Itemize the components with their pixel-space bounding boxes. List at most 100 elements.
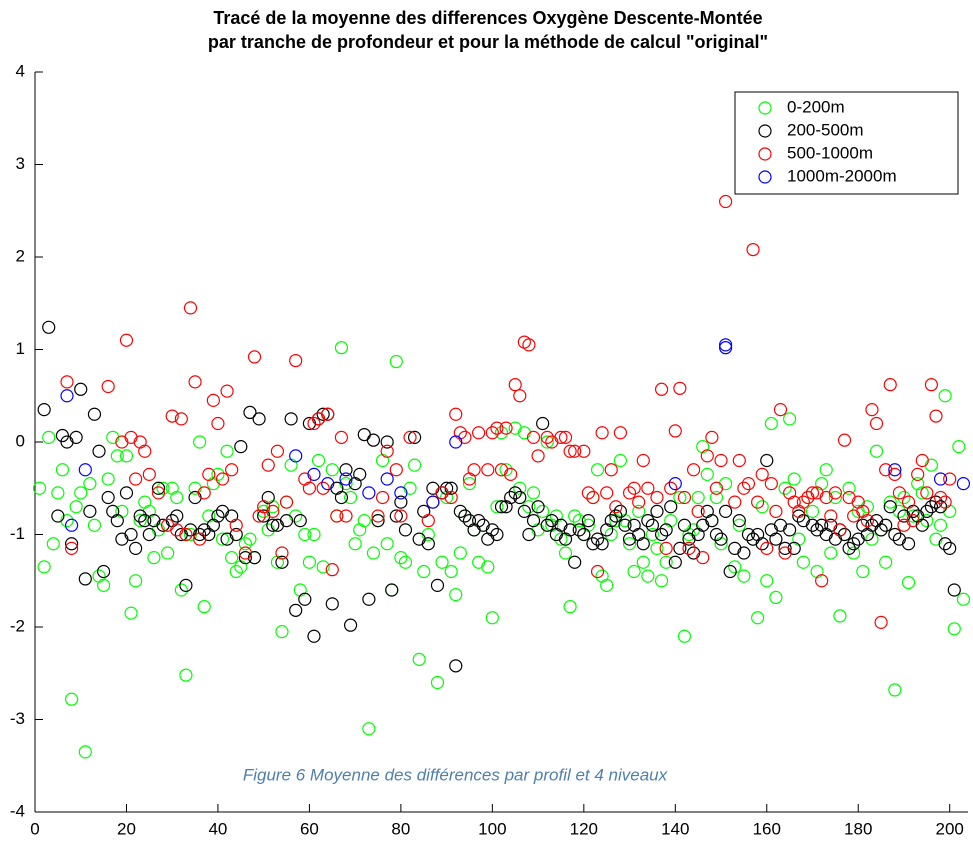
point — [586, 490, 600, 505]
point — [298, 527, 312, 542]
point — [627, 518, 641, 532]
caption: Figure 6 Moyenne des différences par pro… — [243, 765, 668, 784]
point — [472, 555, 486, 569]
legend-label: 0-200m — [787, 97, 845, 116]
point — [892, 486, 906, 500]
y-tick-label: 0 — [16, 431, 25, 450]
point — [490, 421, 504, 435]
point — [142, 527, 156, 542]
point — [78, 745, 92, 759]
point — [737, 546, 751, 560]
point — [947, 583, 961, 597]
point — [289, 354, 303, 368]
point — [558, 430, 573, 444]
point — [888, 527, 902, 542]
point — [380, 472, 394, 486]
point — [869, 416, 884, 431]
point — [343, 618, 358, 632]
point — [860, 514, 874, 528]
point — [659, 541, 673, 555]
point — [513, 481, 527, 495]
point — [805, 518, 820, 532]
point — [316, 407, 330, 421]
point — [421, 537, 435, 551]
point — [815, 477, 829, 491]
y-tick-label: -4 — [10, 801, 25, 820]
point — [686, 463, 701, 477]
point — [632, 495, 646, 509]
point — [737, 569, 751, 583]
point — [677, 490, 692, 505]
point — [485, 426, 499, 440]
point — [353, 467, 367, 481]
point — [55, 428, 70, 443]
point — [563, 444, 577, 458]
point — [481, 463, 495, 477]
point — [403, 430, 417, 444]
point — [490, 500, 504, 514]
point — [828, 532, 842, 546]
point — [380, 537, 394, 551]
point — [37, 560, 51, 574]
point — [938, 495, 952, 509]
point — [490, 527, 504, 542]
point — [595, 537, 609, 551]
point — [193, 532, 207, 546]
point — [101, 472, 115, 486]
legend-label: 500-1000m — [787, 143, 873, 162]
point — [517, 504, 531, 518]
point — [115, 532, 129, 546]
point — [783, 412, 797, 426]
point — [819, 463, 833, 477]
point — [522, 500, 536, 514]
point — [700, 449, 714, 463]
point — [165, 409, 179, 423]
point — [307, 527, 321, 542]
point — [229, 518, 243, 532]
point — [87, 518, 102, 532]
point — [627, 481, 641, 495]
point — [618, 518, 632, 532]
point — [673, 541, 687, 555]
point — [243, 405, 257, 419]
point — [600, 578, 614, 592]
point — [613, 426, 628, 440]
x-tick-label: 120 — [570, 819, 598, 838]
point — [668, 555, 682, 569]
point — [837, 527, 852, 542]
point — [32, 481, 47, 495]
point — [174, 412, 188, 426]
point — [869, 444, 884, 458]
point — [225, 463, 239, 477]
point — [380, 435, 394, 449]
point — [37, 403, 51, 417]
point — [636, 537, 650, 551]
point — [677, 518, 692, 532]
point — [284, 412, 298, 426]
point — [760, 541, 774, 555]
point — [947, 622, 961, 636]
point — [115, 435, 129, 449]
point — [499, 421, 513, 435]
point — [138, 514, 152, 528]
point — [252, 412, 266, 426]
point — [307, 416, 321, 431]
x-tick-label: 60 — [300, 819, 319, 838]
point — [769, 590, 783, 605]
point — [929, 409, 943, 423]
y-tick-label: 3 — [16, 154, 25, 173]
point — [558, 546, 573, 560]
point — [247, 551, 262, 565]
point — [46, 537, 60, 551]
point — [865, 532, 879, 546]
point — [279, 495, 294, 509]
legend-box — [734, 91, 959, 195]
point — [874, 615, 888, 629]
point — [110, 449, 124, 463]
point — [412, 532, 426, 546]
point — [645, 527, 660, 542]
point — [641, 481, 655, 495]
x-tick-label: 200 — [936, 819, 964, 838]
point — [888, 463, 902, 477]
point — [69, 430, 83, 444]
